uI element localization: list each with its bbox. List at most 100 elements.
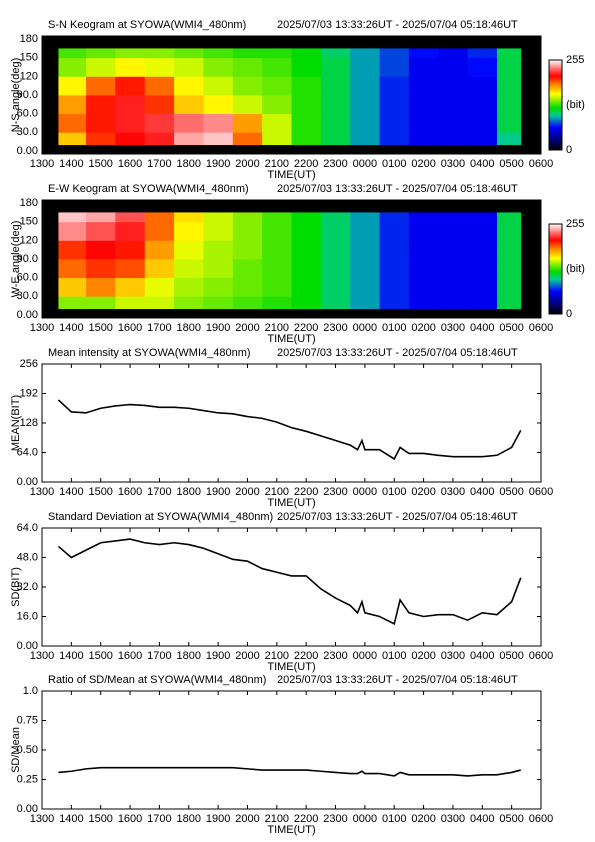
heatmap-cell	[262, 240, 292, 260]
x-tick-label: 1900	[206, 322, 230, 334]
heatmap-cell	[350, 48, 380, 59]
heatmap-cell	[203, 76, 234, 96]
heatmap-cell	[438, 277, 469, 297]
x-tick-label: 1900	[206, 158, 230, 170]
heatmap-cell	[320, 212, 351, 223]
x-tick-label: 0400	[470, 813, 494, 825]
heatmap-cell	[350, 259, 380, 279]
heatmap-cell	[174, 212, 204, 223]
heatmap-cell	[86, 132, 116, 146]
heatmap-cell	[174, 76, 204, 96]
x-tick-label: 1500	[88, 813, 112, 825]
heatmap-cell	[174, 277, 204, 297]
y-axis-label: SD(BIT)	[10, 567, 22, 607]
heatmap-cell	[379, 76, 410, 96]
x-tick-label: 0500	[499, 322, 523, 334]
heatmap-cell	[232, 296, 263, 310]
heatmap-cell	[408, 277, 439, 297]
heatmap-cell	[467, 48, 498, 59]
heatmap-cell	[291, 95, 322, 115]
heatmap-cell	[58, 277, 87, 297]
x-tick-label: 1400	[59, 322, 83, 334]
heatmap-cell	[291, 259, 322, 279]
x-tick-label: 0500	[499, 813, 523, 825]
heatmap-cell	[350, 277, 380, 297]
chart-title: Standard Deviation at SYOWA(WMI4_480nm)	[48, 511, 273, 523]
heatmap-cell	[203, 95, 234, 115]
heatmap-cell	[262, 57, 292, 77]
heatmap-cell	[86, 76, 116, 96]
heatmap-cell	[496, 76, 522, 96]
heatmap-cell	[174, 95, 204, 115]
x-tick-label: 0200	[411, 650, 435, 662]
heatmap-cell	[262, 113, 292, 133]
x-tick-label: 0400	[470, 158, 494, 170]
colorbar-label: (bit)	[566, 99, 585, 111]
heatmap-cell	[58, 76, 87, 96]
heatmap-cell	[58, 296, 87, 310]
x-tick-label: 1300	[30, 650, 54, 662]
x-tick-label: 1600	[118, 813, 142, 825]
heatmap-cell	[379, 57, 410, 77]
x-tick-label: 0200	[411, 813, 435, 825]
x-tick-label: 1400	[59, 650, 83, 662]
heatmap-cell	[86, 212, 116, 223]
heatmap-cell	[350, 76, 380, 96]
y-tick-label: 150	[20, 52, 38, 64]
heatmap-cell	[115, 132, 146, 146]
y-axis-label: SD/Mean	[10, 727, 22, 773]
x-tick-label: 0500	[499, 158, 523, 170]
heatmap-cell	[438, 48, 469, 59]
chart-title: Ratio of SD/Mean at SYOWA(WMI4_480nm)	[48, 674, 266, 686]
x-tick-label: 1300	[30, 813, 54, 825]
heatmap-cell	[496, 48, 522, 59]
x-tick-label: 2200	[294, 158, 318, 170]
heatmap-cell	[291, 240, 322, 260]
heatmap-cell	[467, 95, 498, 115]
heatmap-cell	[174, 259, 204, 279]
y-tick-label: 120	[20, 234, 38, 246]
plot-area	[42, 691, 541, 809]
heatmap-cell	[144, 57, 175, 77]
x-tick-label: 1900	[206, 650, 230, 662]
heatmap-cell	[496, 277, 522, 297]
heatmap-cell	[144, 48, 175, 59]
x-tick-label: 0100	[382, 322, 406, 334]
heatmap-cell	[408, 296, 439, 310]
x-tick-label: 2000	[235, 322, 259, 334]
heatmap-cell	[232, 277, 263, 297]
heatmap-cell	[86, 95, 116, 115]
x-tick-label: 0000	[353, 486, 377, 498]
heatmap-cell	[320, 132, 351, 146]
heatmap-cell	[115, 76, 146, 96]
x-tick-label: 0600	[529, 813, 553, 825]
heatmap-cell	[144, 212, 175, 223]
x-tick-label: 2200	[294, 486, 318, 498]
heatmap-cell	[291, 132, 322, 146]
heatmap-cell	[144, 277, 175, 297]
heatmap-cell	[350, 212, 380, 223]
heatmap-cell	[496, 57, 522, 77]
x-tick-label: 2300	[323, 813, 347, 825]
heatmap-cell	[115, 240, 146, 260]
heatmap-cell	[467, 277, 498, 297]
heatmap-cell	[144, 95, 175, 115]
heatmap-cell	[174, 48, 204, 59]
x-tick-label: 0200	[411, 322, 435, 334]
chart-title: Mean intensity at SYOWA(WMI4_480nm)	[48, 347, 251, 359]
heatmap-cell	[467, 132, 498, 146]
heatmap-cell	[320, 57, 351, 77]
x-axis-label: TIME(UT)	[267, 333, 315, 345]
heatmap-cell	[467, 212, 498, 223]
y-tick-label: 0.75	[17, 714, 38, 726]
heatmap-cell	[86, 259, 116, 279]
heatmap-cell	[232, 48, 263, 59]
heatmap-cell	[467, 240, 498, 260]
heatmap-cell	[58, 212, 87, 223]
x-tick-label: 1600	[118, 158, 142, 170]
heatmap-cell	[496, 113, 522, 133]
heatmap-cell	[320, 113, 351, 133]
y-tick-label: 0.00	[17, 145, 38, 157]
x-tick-label: 0100	[382, 650, 406, 662]
